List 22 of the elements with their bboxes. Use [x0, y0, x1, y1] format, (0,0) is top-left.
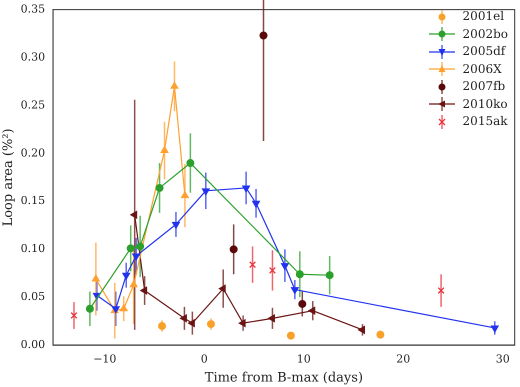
y-tick-label: 0.20: [20, 146, 46, 160]
x-axis-title: Time from B-max (days): [204, 370, 364, 386]
y-tick-label: 0.35: [20, 2, 46, 16]
y-axis-title: Loop area (%²): [1, 128, 16, 226]
y-tick-label: 0.10: [20, 242, 46, 256]
legend-label: 2005df: [462, 43, 506, 60]
y-tick-label: 0.30: [20, 50, 46, 64]
legend-label: 2007fb: [462, 78, 506, 95]
x-tick-label: 30: [496, 352, 510, 366]
legend-label: 2002bo: [462, 26, 508, 42]
x-tick-label: 20: [396, 352, 410, 366]
legend-label: 2015ak: [462, 113, 508, 130]
legend-label: 2001el: [462, 8, 504, 25]
legend-label: 2010ko: [462, 96, 508, 112]
x-tick-label: −10: [93, 352, 116, 366]
y-tick-label: 0.05: [20, 290, 46, 304]
x-tick-label: 0: [200, 352, 208, 366]
y-tick-label: 0.25: [20, 98, 46, 112]
x-tick-label: 10: [296, 352, 311, 366]
y-tick-label: 0.00: [20, 338, 46, 352]
y-tick-label: 0.15: [20, 194, 46, 208]
legend-label: 2006X: [462, 60, 502, 78]
